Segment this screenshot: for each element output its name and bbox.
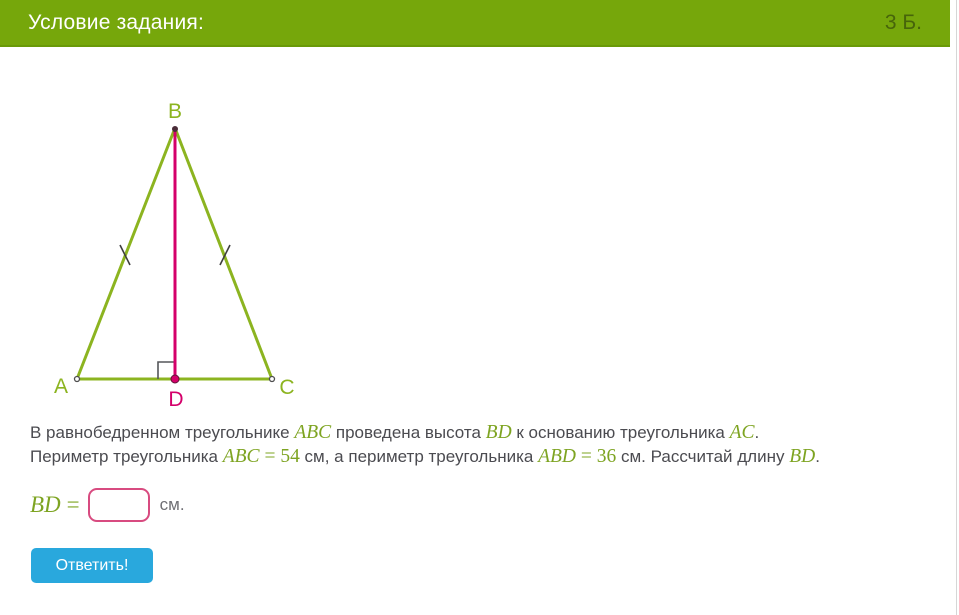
problem-text: см, а периметр треугольника (299, 446, 539, 466)
scrollbar-track[interactable] (956, 0, 957, 615)
math-num: 36 (596, 445, 617, 467)
answer-lhs-label: BD (30, 492, 61, 517)
right-angle-icon (157, 361, 175, 379)
problem-text: к основанию треугольника (511, 423, 730, 442)
math-var: BD (789, 445, 816, 467)
problem-text: Периметр треугольника (30, 446, 223, 466)
submit-answer-button[interactable]: Ответить! (31, 548, 153, 583)
math-rel: = (259, 445, 281, 467)
answer-equals-sign: = (66, 492, 80, 517)
task-header-title: Условие задания: (28, 10, 204, 34)
problem-text: . (815, 446, 820, 466)
math-var: BD (485, 422, 512, 443)
tick-mark-left-icon (119, 244, 131, 266)
vertex-dot-a (73, 375, 81, 383)
answer-unit-label: см. (159, 495, 185, 514)
problem-text: . (754, 423, 760, 442)
math-rel: = (575, 445, 597, 467)
problem-line-2: Периметр треугольника ABC = 54 см, а пер… (30, 445, 935, 469)
vertex-label-c: C (279, 376, 294, 399)
vertex-label-d: D (168, 388, 183, 411)
task-header: Условие задания: 3 Б. (0, 0, 950, 47)
math-var: AC (729, 422, 755, 443)
math-num: 54 (280, 445, 300, 467)
vertex-dot-b (172, 126, 178, 132)
math-var: ABD (538, 445, 576, 467)
vertex-label-b: B (168, 100, 182, 123)
problem-statement: В равнобедренном треугольнике ABC провед… (30, 421, 935, 468)
triangle-figure: B A C D (54, 100, 295, 411)
problem-text: В равнобедренном треугольнике (30, 423, 295, 442)
tick-mark-right-icon (219, 244, 231, 266)
answer-input[interactable] (87, 488, 150, 522)
problem-text: проведена высота (331, 423, 486, 442)
vertex-dot-d (170, 374, 180, 384)
math-var: ABC (294, 422, 332, 443)
task-points-badge: 3 Б. (884, 10, 922, 34)
math-var: ABC (222, 445, 260, 467)
problem-line-1: В равнобедренном треугольнике ABC провед… (30, 421, 935, 445)
vertex-label-a: A (54, 375, 68, 398)
problem-text: см. Рассчитай длину (616, 446, 790, 466)
answer-row: BD = см. (30, 486, 185, 524)
vertex-dot-c (268, 375, 276, 383)
triangle-side-bc (173, 126, 274, 381)
triangle-side-ab (75, 126, 177, 381)
